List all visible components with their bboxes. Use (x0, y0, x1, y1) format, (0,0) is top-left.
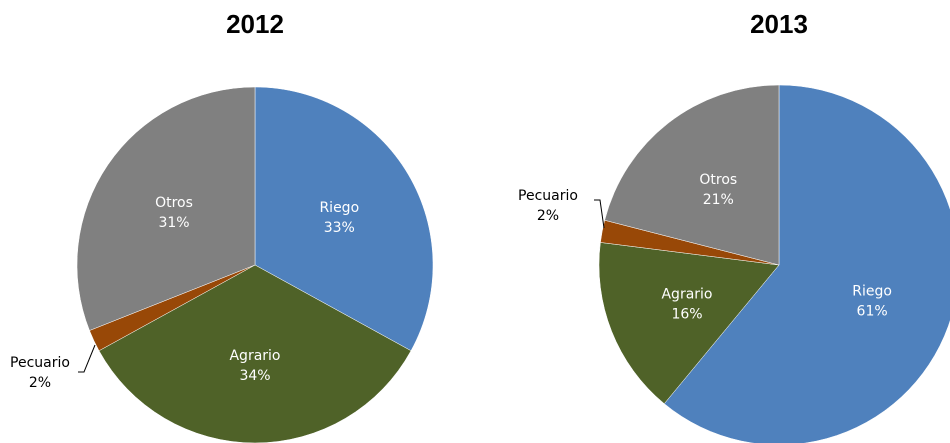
pie-slice-riego (663, 84, 950, 443)
slice-value-pecuario: 2% (29, 375, 51, 391)
pie-chart-2012: 2012 Riego 33% Agrario 34% Pecuario 2% Otros 31… (10, 9, 434, 443)
slice-value-agrario: 34% (239, 368, 270, 384)
slice-label-agrario: Agrario (661, 286, 712, 302)
pie-slice-otros (76, 86, 256, 331)
slice-value-riego: 33% (324, 220, 355, 236)
pie-chart-2013: 2013 Riego 61% Agrario 16% Pecuario 2% Otros 21… (518, 9, 950, 443)
slice-value-otros: 21% (703, 192, 734, 208)
slice-label-otros: Otros (699, 172, 737, 188)
slice-label-riego: Riego (852, 284, 892, 300)
slice-label-pecuario: Pecuario (518, 188, 578, 204)
slice-value-pecuario: 2% (537, 208, 559, 224)
pie-slice-riego (254, 86, 434, 352)
chart-title-2013: 2013 (750, 9, 808, 39)
pie-slice-otros (604, 84, 780, 266)
slice-value-agrario: 16% (671, 306, 702, 322)
slice-label-agrario: Agrario (229, 348, 280, 364)
pie-slice-agrario (598, 242, 780, 405)
slice-label-otros: Otros (155, 195, 193, 211)
slice-label-riego: Riego (319, 200, 359, 216)
slice-value-otros: 31% (158, 215, 189, 231)
leader-line-pecuario (594, 199, 605, 229)
pie-labels: Riego 61% Agrario 16% Pecuario 2% Otros 21% (518, 172, 892, 323)
pie-slices (598, 84, 950, 443)
pie-slices (76, 86, 434, 443)
pie-labels: Riego 33% Agrario 34% Pecuario 2% Otros 31% (10, 195, 359, 391)
chart-title-2012: 2012 (226, 9, 284, 39)
leader-line-pecuario (78, 344, 96, 373)
slice-value-riego: 61% (857, 304, 888, 320)
slice-label-pecuario: Pecuario (10, 355, 70, 371)
